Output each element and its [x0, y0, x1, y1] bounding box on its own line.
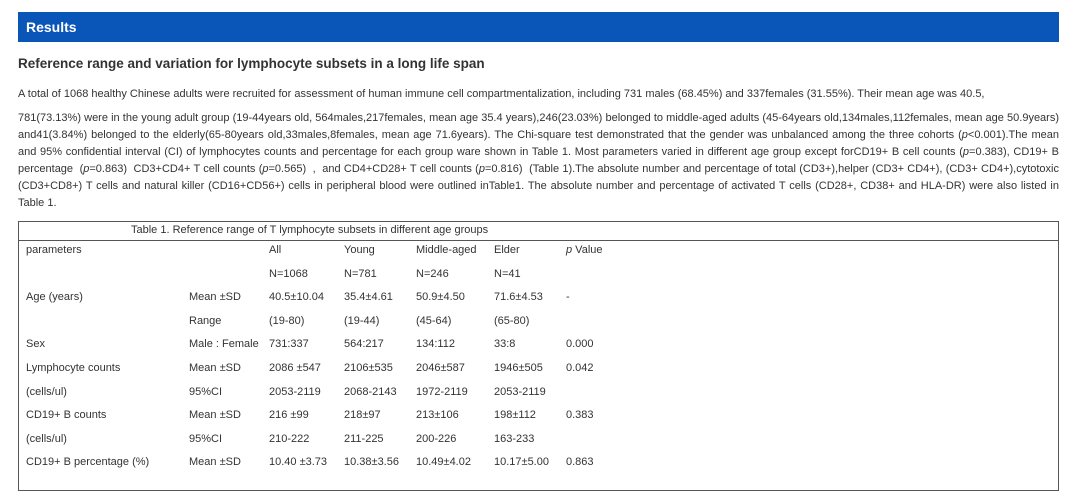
table-cell: 210-222	[269, 432, 310, 445]
text-run: p	[262, 163, 269, 175]
text-run: =0.816) (Table 1).The absolute number an…	[18, 163, 1059, 209]
table-cell: Sex	[26, 338, 45, 351]
table-cell: 2046±587	[416, 362, 465, 374]
table-cell: 198±112	[494, 409, 536, 422]
table-cell: 2086 ±547	[269, 362, 321, 374]
table-cell: 33:8	[494, 338, 516, 351]
table-caption: Table 1. Reference range of T lymphocyte…	[131, 224, 489, 236]
page: Results Reference range and variation fo…	[18, 12, 1059, 491]
table-cell: 95%CI	[189, 385, 223, 398]
table-cell: 10.49±4.02	[416, 456, 471, 469]
table-cell: 10.38±3.56	[344, 456, 399, 469]
table-cell: N=246	[416, 267, 449, 280]
table-cell: Elder	[494, 244, 520, 256]
table-cell: 200-226	[416, 432, 457, 445]
table-cell: 0.383	[566, 409, 594, 422]
table-cell: N=1068	[269, 267, 308, 280]
table-cell: parameters	[26, 244, 82, 256]
table-cell: 0.042	[566, 362, 594, 374]
table-cell: Range	[189, 314, 222, 327]
table-cell: (65-80)	[494, 314, 530, 327]
table-cell: 10.40 ±3.73	[269, 456, 328, 469]
table-cell: N=781	[344, 267, 377, 280]
table-cell: Mean ±SD	[189, 362, 241, 374]
table-cell: CD19+ B percentage (%)	[26, 456, 150, 469]
section-title: Reference range and variation for lympho…	[18, 56, 485, 71]
text-run: p	[478, 163, 485, 175]
table-cell: (cells/ul)	[26, 385, 67, 398]
table-cell: Age (years)	[26, 291, 83, 304]
table-cell: N=41	[494, 267, 521, 280]
table-cell: -	[566, 291, 570, 304]
paragraph: A total of 1068 healthy Chinese adults w…	[18, 88, 985, 100]
table-cell: Middle-aged	[416, 244, 477, 256]
table-cell: CD19+ B counts	[26, 409, 107, 422]
table-cell: 40.5±10.04	[269, 291, 324, 304]
table-cell: 0.000	[566, 338, 594, 351]
rule	[19, 240, 1058, 241]
table-cell: Mean ±SD	[189, 291, 241, 304]
table: Table 1. Reference range of T lymphocyte…	[18, 221, 1059, 491]
table-cell: All	[269, 244, 282, 256]
table-cell: (19-44)	[344, 314, 380, 327]
text-run: 781(73.13%) were in the young adult grou…	[18, 112, 1059, 141]
table-cell: 2106±535	[344, 362, 393, 374]
table-cell: Lymphocyte counts	[26, 362, 121, 374]
table-cell: Male : Female	[189, 338, 259, 351]
table-cell: 163-233	[494, 432, 535, 445]
table-cell: 213±106	[416, 409, 459, 422]
text-run: p	[961, 129, 968, 141]
text-run: =0.565) , and CD4+CD28+ T cell counts (	[268, 163, 479, 175]
text-run: =0.863) CD3+CD4+ T cell counts (	[89, 163, 263, 175]
text-run: =0.383), CD19+ B percentage (	[18, 146, 1059, 175]
paragraph: 781(73.13%) were in the young adult grou…	[18, 110, 1059, 212]
table-cell: Young	[344, 244, 375, 256]
table-cell: 10.17±5.00	[494, 456, 549, 469]
text-run: p	[962, 146, 970, 158]
table-cell: (19-80)	[269, 314, 305, 327]
table-cell: 2053-2119	[269, 385, 321, 398]
section-header: Results	[18, 12, 1059, 42]
table-cell: 731:337	[269, 338, 309, 351]
table-cell: (cells/ul)	[26, 432, 67, 445]
table-cell: p Value	[566, 244, 603, 256]
table-cell: 1972-2119	[416, 385, 468, 398]
table-cell: Mean ±SD	[189, 409, 241, 422]
table-cell: 71.6±4.53	[494, 291, 543, 304]
text-run: p	[83, 163, 90, 175]
table-cell: 2068-2143	[344, 385, 397, 398]
table-cell: (45-64)	[416, 314, 452, 327]
table-cell: 0.863	[566, 456, 594, 469]
table-cell: 218±97	[344, 409, 381, 422]
table-cell: 216 ±99	[269, 409, 309, 422]
table-cell: 35.4±4.61	[344, 291, 393, 304]
table-cell: 95%CI	[189, 432, 223, 445]
text-run: <0.001).The mean and 95% confidential in…	[18, 129, 1059, 158]
table-cell: 134:112	[416, 338, 455, 351]
table-cell: 50.9±4.50	[416, 291, 465, 304]
table-cell: Mean ±SD	[189, 456, 241, 469]
table-cell: 2053-2119	[494, 385, 546, 398]
table-cell: 564:217	[344, 338, 384, 351]
table-cell: 211-225	[344, 432, 384, 445]
table-cell: 1946±505	[494, 362, 543, 374]
